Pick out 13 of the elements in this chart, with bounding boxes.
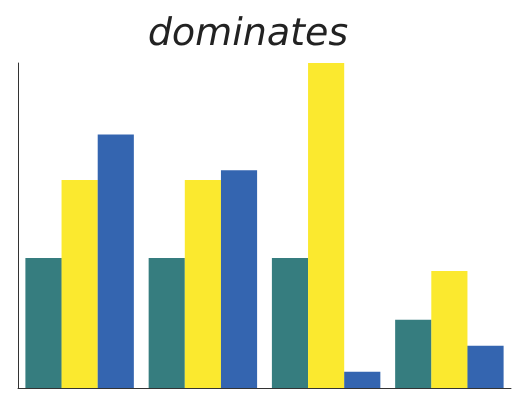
bar — [467, 346, 504, 388]
bar — [308, 63, 344, 388]
bar — [395, 320, 432, 388]
bar — [98, 134, 134, 388]
bar — [62, 180, 98, 388]
bar — [184, 180, 221, 388]
bar — [431, 271, 468, 388]
bar — [344, 372, 380, 388]
bar — [272, 258, 308, 388]
chart-title: dominates — [148, 10, 348, 54]
bar — [148, 258, 185, 388]
bar — [220, 170, 258, 388]
bar — [25, 258, 62, 388]
